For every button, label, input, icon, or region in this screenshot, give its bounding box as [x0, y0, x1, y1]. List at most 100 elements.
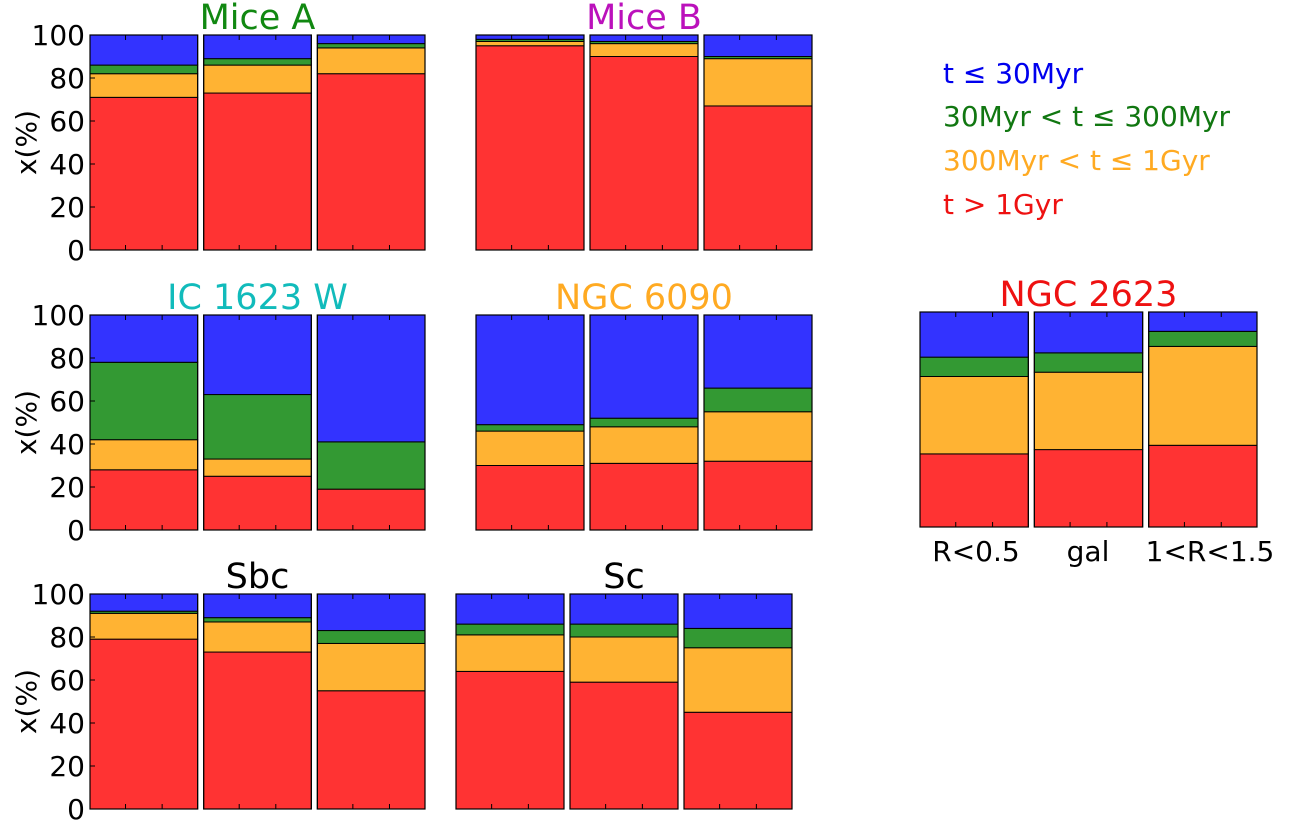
panel-ngc-2623: NGC 2623 R<0.5 gal 1<R<1.5 [919, 275, 1274, 568]
bar-segment-old [89, 469, 199, 531]
bar-segment-intermediate [1148, 330, 1258, 347]
bar-segment-intermediate [1033, 352, 1144, 373]
bar-segment-old [203, 651, 312, 810]
bar-frame [569, 593, 679, 810]
bar-frame [203, 34, 312, 251]
bar-segment-old [1148, 444, 1258, 528]
y-tick-label: 100 [32, 578, 85, 611]
bar-frame [455, 593, 565, 810]
legend-entry: t ≤ 30Myr [943, 57, 1084, 90]
bar-segment-young [203, 593, 312, 619]
y-axis-label: x(%) [10, 110, 43, 175]
bar-segment-young [316, 593, 426, 632]
bar-segment-old [569, 681, 679, 810]
y-tick-label: 0 [67, 793, 85, 822]
bar-segment-young [89, 593, 199, 612]
bar-segment-young [89, 34, 199, 66]
y-tick-label: 60 [49, 105, 85, 138]
panel-sc: Sc [455, 557, 793, 810]
bar-segment-young [703, 34, 813, 57]
bar-frame [89, 314, 199, 531]
bar-segment-young [919, 311, 1029, 358]
panel-title: Sbc [226, 557, 290, 597]
bar-segment-young [475, 314, 585, 426]
bar-segment-intermediate [919, 356, 1029, 377]
bar-frame [703, 314, 813, 531]
bar-segment-old [589, 56, 699, 251]
bar-frame [316, 34, 426, 251]
bar-segment-old [316, 73, 426, 251]
bar-segment-old [89, 96, 199, 251]
panel-title: NGC 2623 [1000, 275, 1178, 315]
bar-segment-mid_old [1148, 345, 1258, 446]
bar-segment-mid_old [455, 634, 565, 672]
panel-mice-b: Mice B [475, 0, 813, 251]
bar-segment-old [203, 92, 312, 251]
bar-segment-young [703, 314, 813, 389]
panel-title: NGC 6090 [555, 278, 733, 318]
panel-title: Mice A [200, 0, 316, 38]
bar-segment-intermediate [683, 627, 793, 649]
bar-segment-old [703, 460, 813, 531]
bar-segment-old [589, 462, 699, 531]
bar-segment-mid_old [703, 411, 813, 462]
panel-ngc-6090: NGC 6090 [475, 278, 813, 531]
bar-frame [475, 34, 585, 251]
bar-segment-young [475, 34, 585, 40]
bar-frame [316, 593, 426, 810]
bar-segment-mid_old [1033, 371, 1144, 451]
bar-segment-mid_old [89, 439, 199, 471]
bar-segment-old [475, 465, 585, 531]
bar-segment-intermediate [589, 417, 699, 428]
bar-segment-young [89, 314, 199, 363]
bar-segment-mid_old [316, 47, 426, 75]
bar-segment-intermediate [316, 630, 426, 644]
bar-segment-intermediate [455, 623, 565, 636]
legend: t ≤ 30Myr 30Myr < t ≤ 300Myr 300Myr < t ≤ … [943, 57, 1231, 221]
y-tick-label: 100 [32, 19, 85, 52]
bar-segment-mid_old [475, 40, 585, 47]
bar-frame [589, 34, 699, 251]
y-axis-label: x(%) [10, 390, 43, 455]
panel-ic-1623-w: IC 1623 W 0 20 40 60 80 100 x(%) [10, 278, 426, 547]
bar-frame [1033, 311, 1144, 528]
bar-frame [316, 314, 426, 531]
bar-segment-young [1033, 311, 1144, 354]
bar-segment-mid_old [919, 376, 1029, 455]
bar-segment-mid_old [203, 458, 312, 477]
bar-segment-intermediate [569, 623, 679, 638]
bar-segment-mid_old [475, 430, 585, 467]
bar-frame [89, 593, 199, 810]
panel-mice-a: Mice A 0 20 40 60 80 100 x(%) [10, 0, 426, 267]
bar-frame [475, 314, 585, 531]
bar-segment-intermediate [203, 617, 312, 623]
legend-entry: 300Myr < t ≤ 1Gyr [943, 144, 1210, 177]
bar-segment-mid_old [316, 642, 426, 692]
y-tick-label: 40 [49, 148, 85, 181]
bar-segment-old [89, 638, 199, 810]
bar-segment-young [203, 314, 312, 396]
y-tick-label: 40 [49, 428, 85, 461]
bar-segment-intermediate [703, 387, 813, 413]
bar-frame [203, 314, 312, 531]
bar-segment-mid_old [589, 426, 699, 464]
bar-segment-intermediate [203, 58, 312, 66]
y-tick-label: 80 [49, 342, 85, 375]
panel-title: Sc [603, 557, 644, 597]
bar-segment-old [703, 105, 813, 251]
bar-frame [203, 593, 312, 810]
bar-frame [703, 34, 813, 251]
panel-title: IC 1623 W [167, 278, 348, 318]
bar-segment-mid_old [703, 58, 813, 107]
x-tick-label: R<0.5 [932, 535, 1019, 568]
bar-segment-mid_old [89, 612, 199, 640]
bar-segment-old [919, 453, 1029, 528]
y-tick-label: 20 [49, 750, 85, 783]
bar-segment-mid_old [203, 621, 312, 653]
bar-segment-mid_old [683, 647, 793, 713]
y-tick-label: 20 [49, 191, 85, 224]
bar-segment-intermediate [475, 424, 585, 432]
y-tick-label: 20 [49, 471, 85, 504]
y-tick-label: 60 [49, 664, 85, 697]
